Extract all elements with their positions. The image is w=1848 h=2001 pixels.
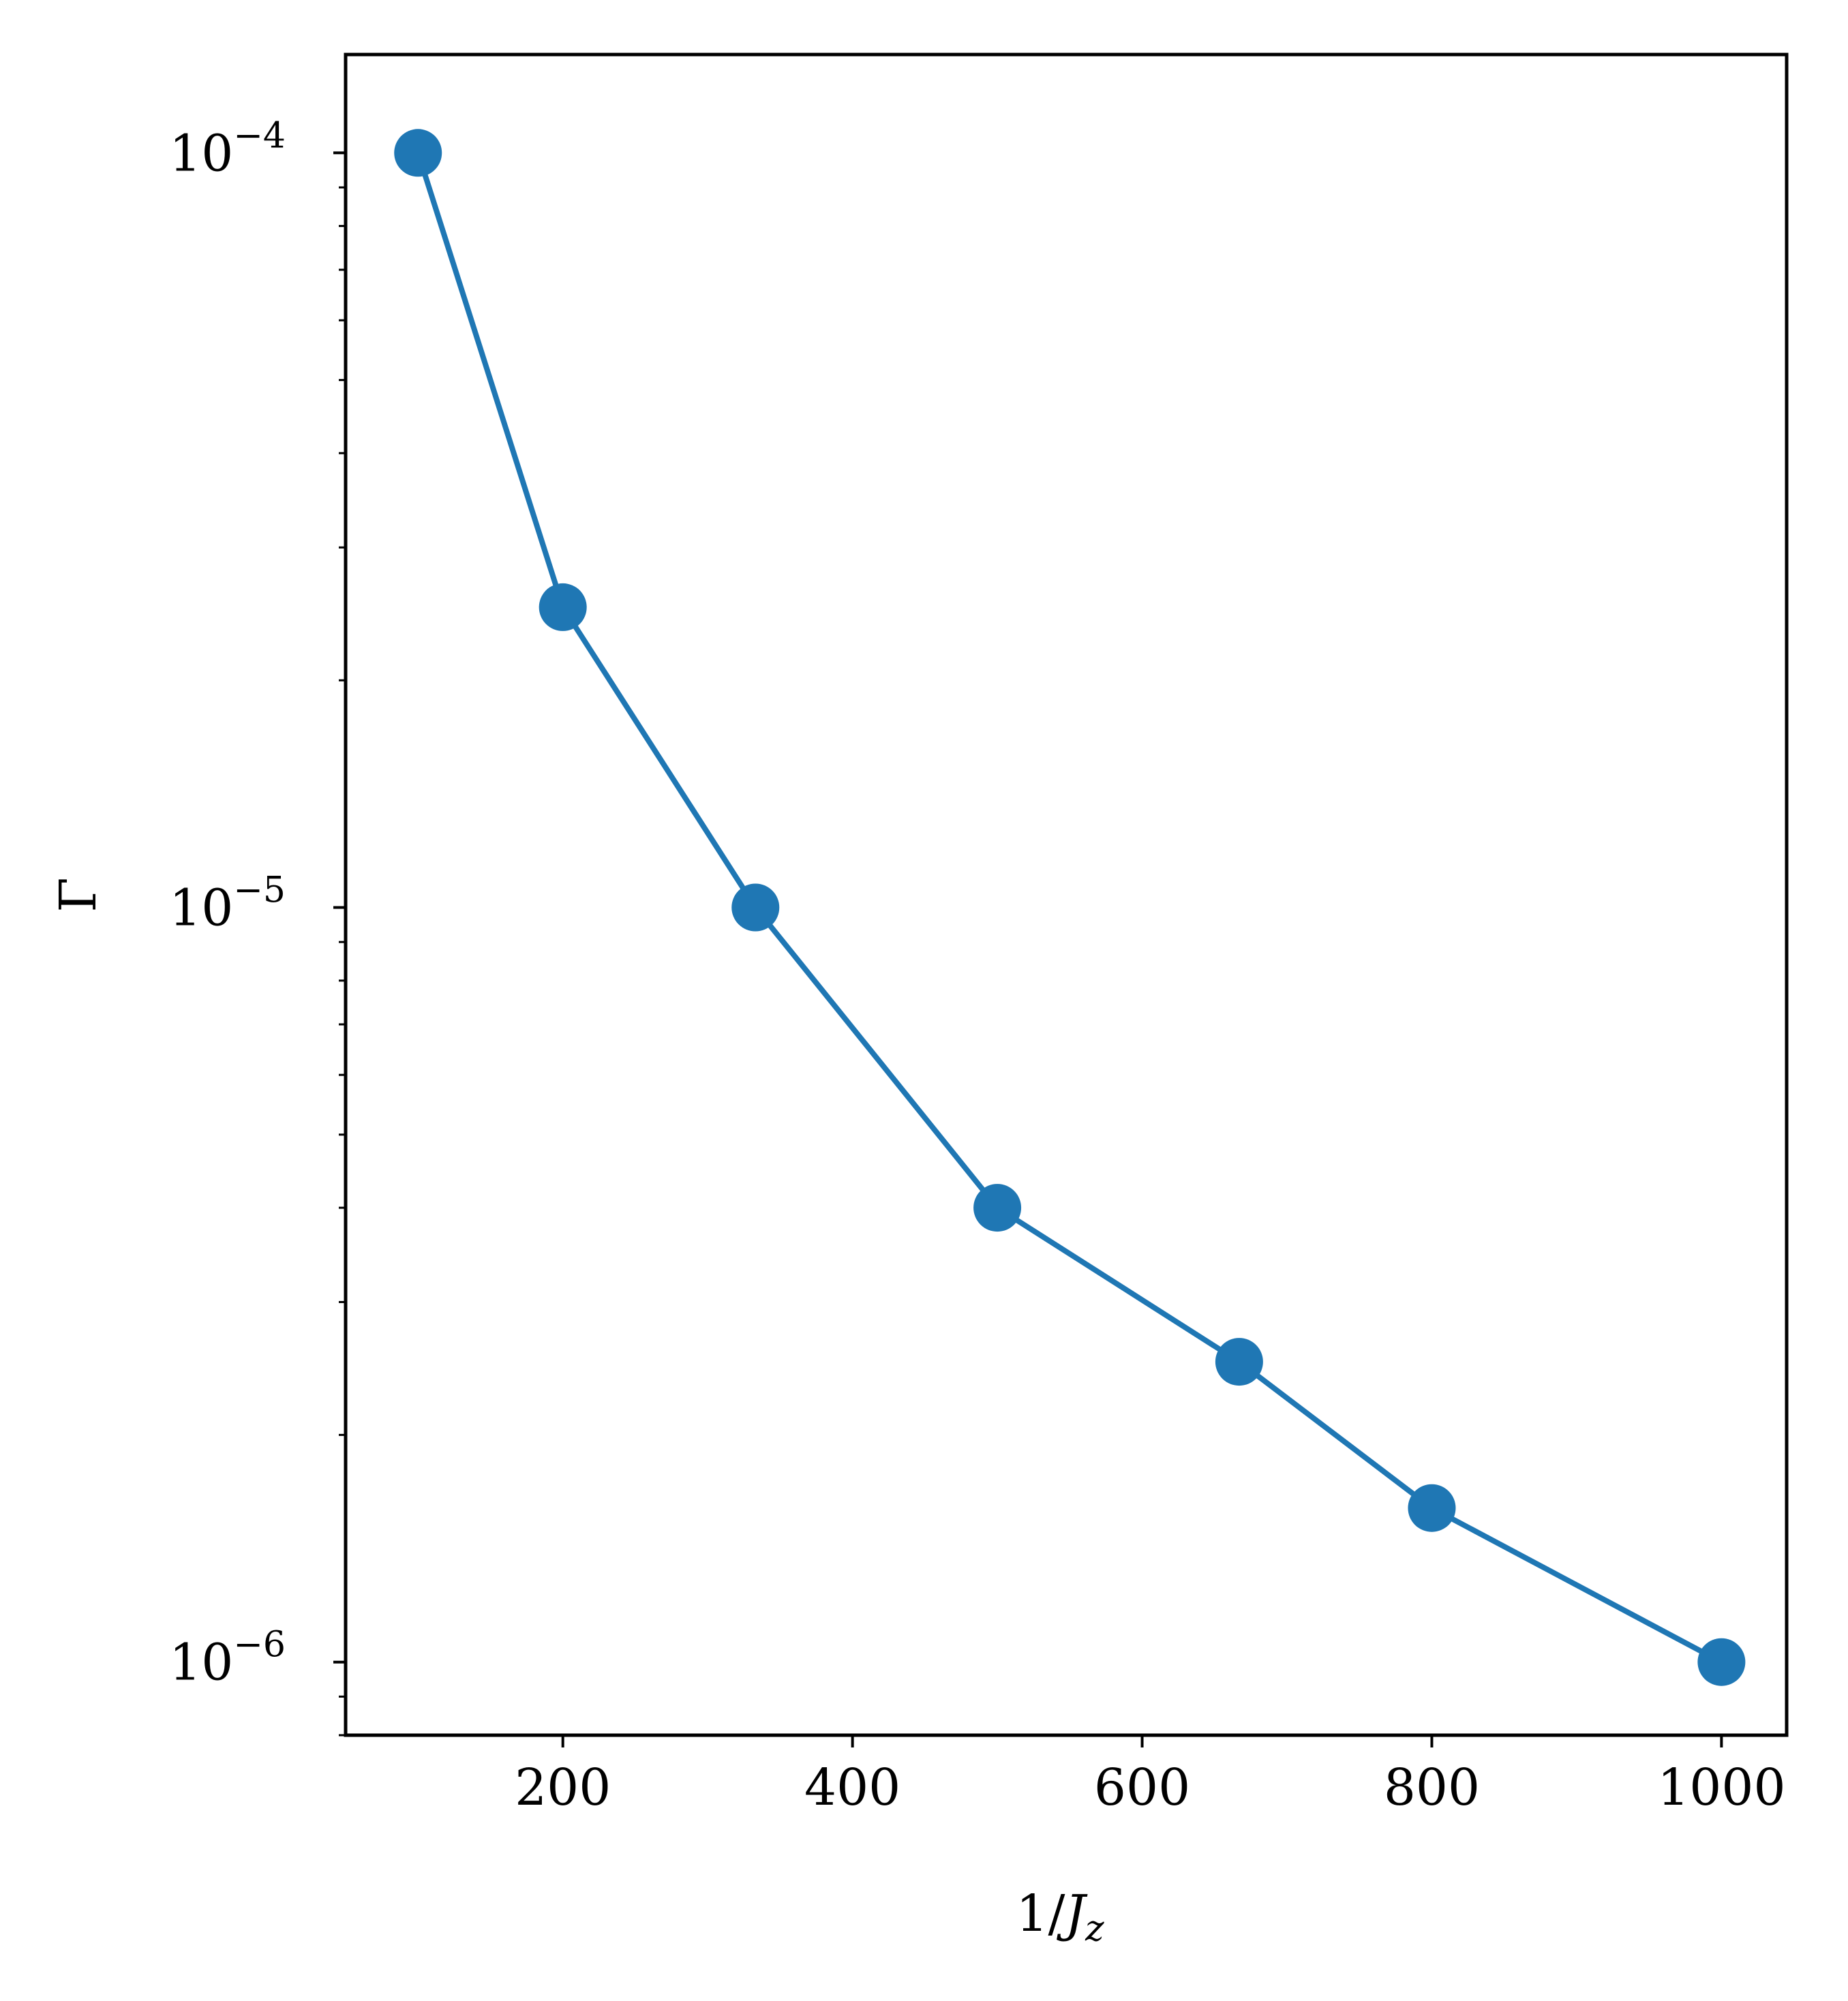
x-axis-label: 1/Jz	[1016, 1884, 1104, 1949]
y-axis-label: Γ	[49, 877, 108, 912]
y-tick-label-exponent: −5	[233, 870, 286, 911]
x-tick-label: 200	[515, 1758, 611, 1817]
data-point	[539, 583, 587, 631]
y-tick-label-base: 10	[169, 124, 233, 183]
axes-frame	[344, 52, 1789, 1737]
y-tick-label-exponent: −4	[233, 115, 286, 156]
y-tick-label-base: 10	[169, 1634, 233, 1692]
data-point	[394, 129, 442, 177]
data-point	[1408, 1484, 1456, 1532]
y-tick-label: 10−5	[169, 870, 286, 938]
x-tick-label: 800	[1384, 1758, 1480, 1817]
data-point	[731, 883, 780, 932]
data-point	[1215, 1338, 1263, 1386]
series-layer	[394, 129, 1746, 1686]
x-tick-label: 600	[1094, 1758, 1190, 1817]
y-tick-label-exponent: −6	[233, 1625, 286, 1666]
y-tick-label: 10−4	[169, 115, 286, 183]
data-point	[1697, 1638, 1746, 1686]
x-tick-label: 1000	[1657, 1758, 1785, 1817]
data-point	[973, 1184, 1022, 1232]
x-axis-label-subscript: z	[1085, 1908, 1104, 1949]
y-tick-label-base: 10	[169, 879, 233, 938]
x-tick-label: 400	[804, 1758, 900, 1817]
x-axis-label-numerator: 1/	[1016, 1884, 1065, 1943]
y-tick-label: 10−6	[169, 1625, 286, 1692]
